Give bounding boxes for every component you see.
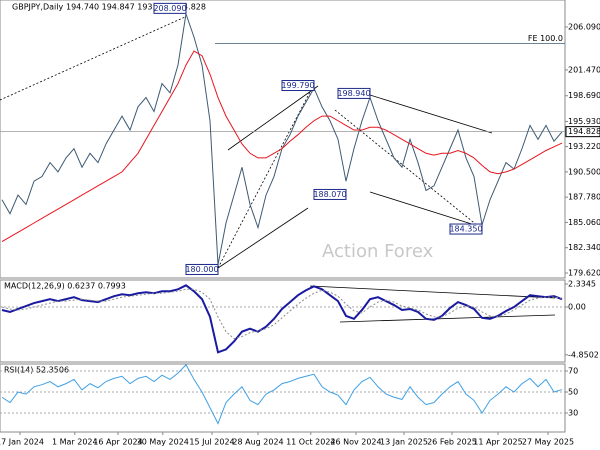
series-line — [1, 288, 563, 340]
rsi-panel — [0, 363, 566, 433]
current-price-box — [565, 126, 600, 138]
y-tick-label: 2.3345 — [568, 280, 596, 289]
x-tick-label: 13 Jan 2025 — [380, 438, 428, 447]
macd-panel — [0, 279, 566, 363]
watermark: Action Forex — [322, 241, 434, 262]
x-tick-label: 17 Jan 2024 — [0, 438, 44, 447]
y-tick-label: 50 — [568, 388, 578, 397]
x-tick-label: 30 May 2024 — [137, 438, 189, 447]
y-tick-label: 70 — [568, 367, 578, 376]
y-tick-label: 179.620 — [568, 269, 600, 278]
y-tick-label: 198.690 — [568, 91, 600, 100]
annotation-box — [449, 223, 483, 235]
y-tick-label: 187.780 — [568, 193, 600, 202]
x-tick-label: 16 Apr 2024 — [93, 438, 142, 447]
x-tick-label: 15 Jul 2024 — [189, 438, 234, 447]
ohlc: 194.740 194.847 193.997 194.828 — [66, 3, 206, 12]
series-line — [1, 363, 563, 425]
annotation-label: 184.350 — [449, 225, 482, 234]
macd-title: MACD(12,26,9) 0.6237 0.7993 — [4, 282, 126, 291]
annotation-box — [185, 263, 219, 275]
x-tick-label: 26 Nov 2024 — [330, 438, 381, 447]
y-tick-label: 190.500 — [568, 167, 600, 176]
y-tick-label: 195.930 — [568, 117, 600, 126]
annotation-label: 199.790 — [281, 81, 314, 90]
y-tick-label: 206.090 — [568, 22, 600, 31]
y-tick-label: 201.470 — [568, 65, 600, 74]
y-tick-label: 30 — [568, 409, 578, 418]
annotation-label: 208.090 — [153, 4, 186, 13]
y-tick-label: 182.340 — [568, 243, 600, 252]
current-price-label: 194.828 — [568, 127, 600, 136]
annotation-box — [281, 80, 315, 92]
x-tick-label: 1 Mar 2024 — [52, 438, 98, 447]
x-tick-label: 26 Feb 2025 — [427, 438, 477, 447]
price-panel — [0, 0, 566, 279]
y-tick-label: 0.00 — [568, 303, 586, 312]
annotation-box — [153, 2, 187, 14]
annotation-box — [337, 87, 371, 99]
series-line — [1, 50, 563, 243]
series-line — [1, 284, 563, 354]
rsi-title: RSI(14) 52.3506 — [4, 366, 69, 375]
annotation-label: 198.940 — [337, 89, 370, 98]
fe-label: FE 100.0 — [528, 34, 563, 43]
x-tick-label: 27 May 2025 — [522, 438, 574, 447]
y-tick-label: 185.060 — [568, 218, 600, 227]
trendlines — [0, 16, 556, 323]
annotation-label: 180.000 — [185, 265, 218, 274]
y-tick-label: -4.8502 — [568, 350, 599, 359]
x-tick-label: 28 Aug 2024 — [232, 438, 283, 447]
annotation-box — [313, 188, 347, 200]
annotation-label: 188.070 — [313, 190, 346, 199]
x-tick-label: 11 Apr 2025 — [473, 438, 522, 447]
x-tick-label: 11 Oct 2024 — [286, 438, 335, 447]
symbol: GBPJPY,Daily — [12, 3, 63, 12]
y-tick-label: 193.220 — [568, 142, 600, 151]
